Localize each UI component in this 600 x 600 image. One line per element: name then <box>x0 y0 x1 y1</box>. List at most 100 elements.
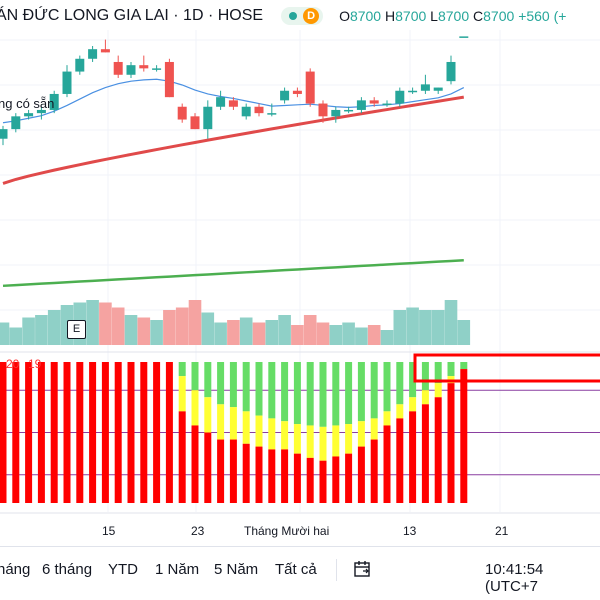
volume-bar <box>265 320 279 345</box>
symbol-title[interactable]: ÁN ĐỨC LONG GIA LAI · 1D · HOSE <box>0 7 264 24</box>
oscillator-bar-yellow <box>293 424 301 454</box>
oscillator-bar-yellow <box>204 397 212 433</box>
oscillator-bar-green <box>447 362 455 377</box>
candle-body <box>126 65 136 75</box>
range-button[interactable]: háng <box>0 561 31 578</box>
candle-body <box>331 109 341 117</box>
volume-bar <box>175 307 189 345</box>
change-value: +560 (+ <box>518 8 567 24</box>
oscillator-bar-red <box>127 362 135 503</box>
market-status[interactable]: D <box>281 7 324 25</box>
volume-bar <box>137 317 151 345</box>
oscillator-bar-green <box>383 362 391 412</box>
oscillator-bar-green <box>281 362 289 422</box>
volume-bar <box>99 302 112 345</box>
range-button[interactable]: 1 Năm <box>155 561 200 578</box>
range-button[interactable]: Tất cả <box>275 561 317 578</box>
ohlc-readout: O8700 H8700 L8700 C8700 +560 (+ <box>339 8 567 24</box>
oscillator-bar-yellow <box>306 425 314 458</box>
chart-title-bar: ÁN ĐỨC LONG GIA LAI · 1D · HOSE D O8700 … <box>0 4 566 28</box>
oscillator-bar-yellow <box>229 407 237 440</box>
ma-mid-line <box>2 95 465 185</box>
oscillator-bar-yellow <box>409 397 417 412</box>
oscillator-value-label: 20 <box>6 357 20 371</box>
candle-body <box>305 71 315 104</box>
toolbar-divider <box>336 559 337 581</box>
price-chart[interactable]: 20 19 <box>0 0 600 520</box>
volume-bar <box>316 322 330 345</box>
candle-body <box>446 61 456 82</box>
oscillator-bar-red <box>178 411 186 503</box>
oscillator-bar-red <box>255 446 263 503</box>
oscillator-bar-red <box>383 425 391 503</box>
volume-bar <box>393 310 407 345</box>
candle-body <box>24 113 34 117</box>
oscillator-bar-red <box>332 456 340 503</box>
oscillator-bar-red <box>114 362 122 503</box>
volume-bar <box>329 325 343 345</box>
oscillator-bar-red <box>434 397 442 503</box>
range-button[interactable]: YTD <box>108 561 138 578</box>
volume-bar <box>457 320 471 345</box>
volume-bar <box>163 310 176 345</box>
candle-body <box>433 87 443 91</box>
earnings-event-badge[interactable]: E <box>67 320 86 339</box>
oscillator-bar-green <box>319 362 327 427</box>
time-tick: 21 <box>495 524 509 538</box>
delay-badge: D <box>303 8 320 24</box>
time-axis[interactable]: 15 23 Tháng Mười hai 13 21 <box>0 520 600 542</box>
oscillator-bar-green <box>332 362 340 426</box>
oscillator-bar-red <box>421 404 429 503</box>
oscillator-bar-red <box>89 362 97 503</box>
oscillator-bar-red <box>191 425 199 503</box>
volume-bar <box>35 315 48 345</box>
oscillator-bar-green <box>191 362 199 391</box>
oscillator-bar-yellow <box>281 421 289 450</box>
candle-body <box>344 109 354 112</box>
oscillator-bar-red <box>306 457 314 503</box>
candle-body <box>139 65 149 69</box>
oscillator-bar-yellow <box>345 424 353 454</box>
candle-body <box>11 116 21 130</box>
oscillator-bar-green <box>229 362 237 408</box>
oscillator-bar-red <box>12 362 20 503</box>
candle-body <box>62 71 72 94</box>
candle-body <box>0 129 8 139</box>
volume-bar <box>214 322 227 345</box>
oscillator-bar-yellow <box>357 421 365 447</box>
volume-bar <box>431 310 445 345</box>
oscillator-bar-red <box>396 418 404 503</box>
go-to-date-icon[interactable] <box>352 559 372 579</box>
volume-bar <box>355 327 368 345</box>
oscillator-bar-red <box>37 362 45 503</box>
oscillator-bar-red <box>319 460 327 503</box>
oscillator-bar-yellow <box>370 418 378 440</box>
volume-bar <box>86 300 99 345</box>
oscillator-bar-yellow <box>217 404 225 440</box>
oscillator-bar-red <box>101 362 109 503</box>
range-button[interactable]: 6 tháng <box>42 561 93 578</box>
oscillator-bar-green <box>306 362 314 426</box>
oscillator-bar-red <box>165 362 173 503</box>
oscillator-bar-red <box>25 362 33 503</box>
oscillator-bar-yellow <box>255 415 263 447</box>
volume-bar <box>201 312 215 345</box>
oscillator-bar-yellow <box>178 376 186 412</box>
oscillator-bar-red <box>76 362 84 503</box>
oscillator-bar-green <box>396 362 404 405</box>
range-button[interactable]: 5 Năm <box>214 561 259 578</box>
candle-body <box>382 103 392 106</box>
highlight-box <box>413 353 600 383</box>
oscillator-bar-red <box>268 449 276 503</box>
oscillator-bar-red <box>345 453 353 503</box>
volume-bar <box>22 317 35 345</box>
oscillator-bar-red <box>50 362 58 503</box>
volume-bar <box>227 320 240 345</box>
candle-body <box>152 68 162 70</box>
candle-body <box>36 109 46 114</box>
volume-bar <box>342 322 355 345</box>
candle-body <box>356 100 366 110</box>
candle-body <box>280 90 290 101</box>
oscillator-bar-yellow <box>332 425 340 457</box>
clock-timezone[interactable]: 10:41:54 (UTC+7 <box>485 561 544 595</box>
